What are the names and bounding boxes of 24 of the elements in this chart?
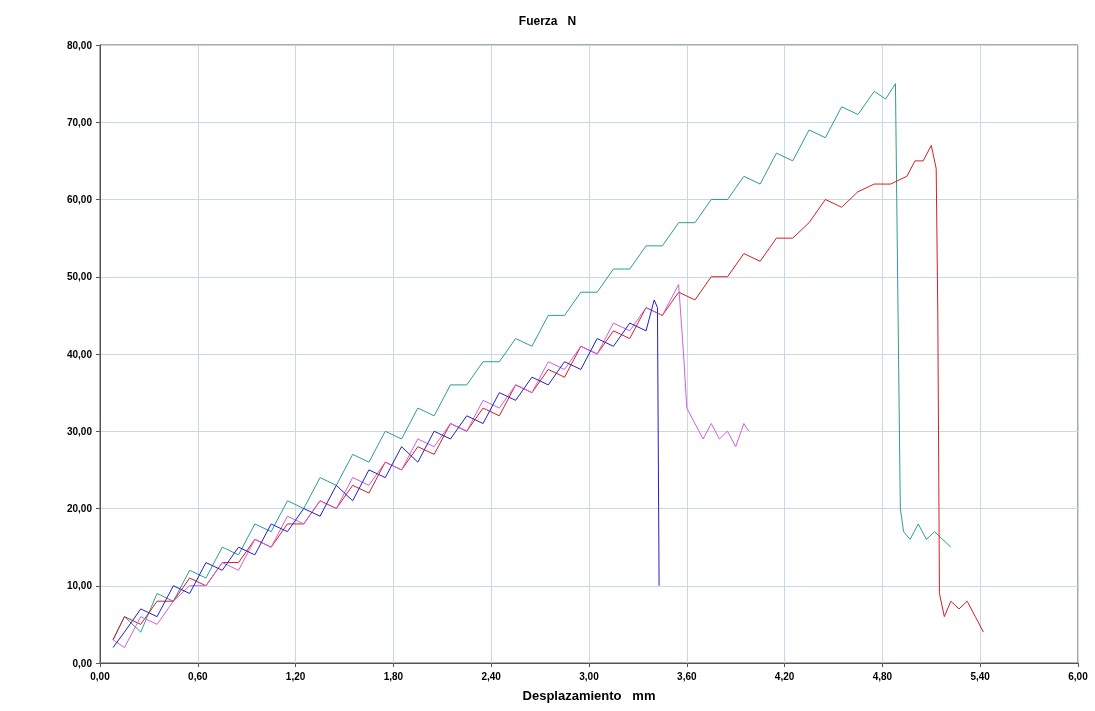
x-tick-label: 4,80 xyxy=(872,670,893,682)
y-tick-label: 60,00 xyxy=(66,194,93,205)
x-tick-label: 3,00 xyxy=(579,670,600,682)
y-tick-label: 20,00 xyxy=(66,503,93,514)
y-tick-label: 0,00 xyxy=(72,657,93,669)
y-tick-label: 50,00 xyxy=(66,271,93,283)
x-tick-label: 1,80 xyxy=(383,670,404,682)
x-axis-title: Desplazamiento mm xyxy=(522,688,656,703)
x-tick-label: 3,60 xyxy=(677,670,697,682)
y-tick-label: 30,00 xyxy=(66,425,93,437)
x-tick-label: 6,00 xyxy=(1068,670,1089,682)
line-series xyxy=(112,299,660,649)
x-tick-label: 5,40 xyxy=(970,670,991,682)
x-tick-label: 0,00 xyxy=(90,670,111,682)
line-series xyxy=(112,283,750,649)
y-tick-label: 80,00 xyxy=(66,39,93,51)
x-tick-label: 1,20 xyxy=(285,670,306,682)
x-tick-label: 4,20 xyxy=(774,670,795,682)
y-tick-label: 40,00 xyxy=(66,348,93,360)
y-tick-label: 70,00 xyxy=(66,116,93,128)
x-tick-label: 0,60 xyxy=(188,670,208,682)
y-tick-label: 10,00 xyxy=(66,580,93,592)
chart-title: Fuerza N xyxy=(518,14,577,28)
x-tick-label: 2,40 xyxy=(481,670,502,682)
